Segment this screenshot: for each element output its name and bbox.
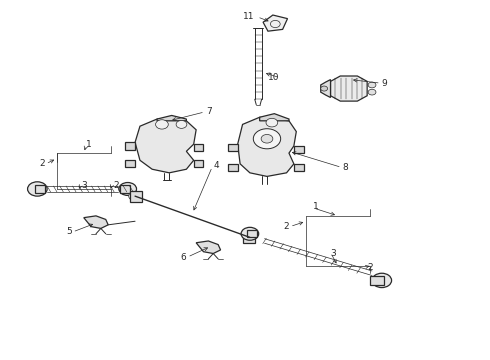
Circle shape [261, 134, 273, 143]
Circle shape [321, 86, 328, 91]
Polygon shape [125, 142, 135, 149]
Circle shape [156, 120, 168, 129]
Polygon shape [157, 116, 186, 121]
Circle shape [119, 183, 137, 195]
Circle shape [368, 82, 376, 88]
Polygon shape [196, 241, 220, 253]
Polygon shape [247, 230, 257, 237]
Polygon shape [263, 15, 288, 31]
Polygon shape [228, 144, 238, 151]
Text: 9: 9 [382, 79, 388, 88]
Circle shape [244, 233, 256, 242]
Text: 1: 1 [314, 202, 319, 211]
Circle shape [176, 121, 187, 129]
Polygon shape [84, 216, 108, 228]
Text: 4: 4 [213, 161, 219, 170]
Text: 8: 8 [343, 163, 348, 172]
Polygon shape [121, 185, 130, 193]
Polygon shape [369, 276, 384, 285]
Polygon shape [294, 164, 304, 171]
Circle shape [253, 129, 281, 149]
Polygon shape [35, 185, 45, 193]
Polygon shape [228, 164, 238, 171]
Text: 2: 2 [283, 222, 289, 231]
Polygon shape [125, 160, 135, 167]
Text: 11: 11 [243, 12, 255, 21]
Polygon shape [260, 114, 289, 121]
Circle shape [372, 273, 392, 288]
Text: 6: 6 [181, 253, 186, 262]
Text: 1: 1 [86, 140, 92, 149]
Circle shape [368, 89, 376, 95]
Polygon shape [194, 160, 203, 167]
Polygon shape [135, 119, 196, 173]
Polygon shape [321, 80, 331, 98]
Polygon shape [331, 76, 367, 101]
Text: 2: 2 [113, 181, 119, 190]
Polygon shape [238, 117, 296, 176]
Circle shape [27, 182, 47, 196]
Text: 7: 7 [206, 107, 212, 116]
Polygon shape [294, 146, 304, 153]
Text: 2: 2 [367, 264, 373, 273]
Text: 10: 10 [268, 73, 279, 82]
Text: 3: 3 [81, 181, 87, 190]
Text: 3: 3 [331, 249, 336, 258]
Text: 2: 2 [39, 159, 45, 168]
Polygon shape [194, 144, 203, 151]
Polygon shape [130, 191, 143, 202]
Text: 5: 5 [66, 228, 72, 237]
Circle shape [129, 192, 142, 201]
Circle shape [241, 227, 259, 240]
Polygon shape [243, 232, 255, 243]
Circle shape [266, 118, 278, 127]
